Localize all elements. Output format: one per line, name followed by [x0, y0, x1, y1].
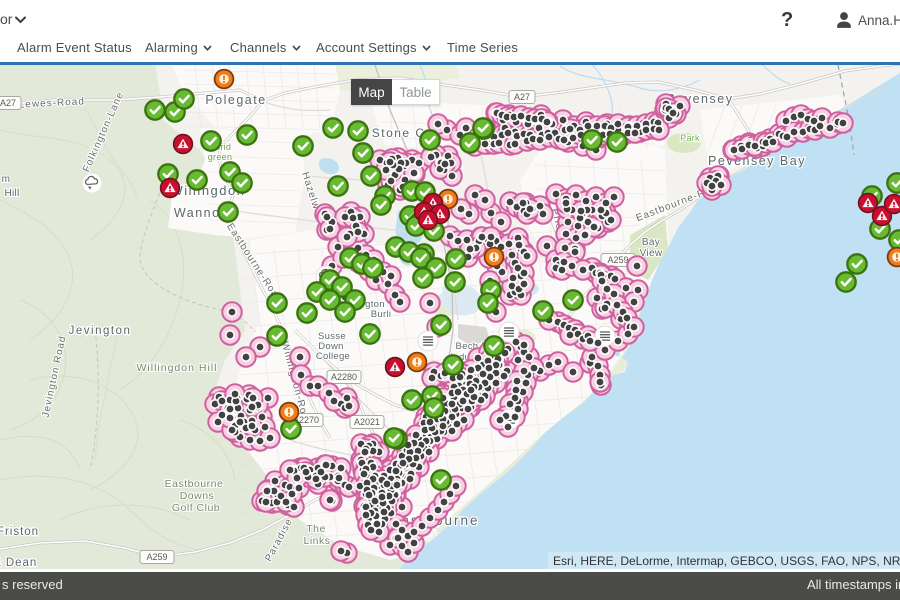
svg-text:Park: Park	[680, 133, 700, 143]
svg-text:Downs: Downs	[180, 490, 215, 502]
svg-text:m: m	[2, 174, 11, 185]
svg-text:Polegate: Polegate	[205, 93, 266, 107]
svg-text:A27: A27	[514, 92, 530, 102]
svg-text:Susse: Susse	[318, 331, 346, 342]
svg-text:College: College	[316, 351, 350, 362]
svg-text:Willingdon Hill: Willingdon Hill	[137, 362, 218, 374]
svg-text:A259: A259	[607, 255, 628, 265]
svg-text:Golf Club: Golf Club	[172, 502, 220, 514]
svg-text:Hill: Hill	[4, 188, 19, 199]
svg-text:Jevington: Jevington	[69, 325, 132, 337]
svg-text:Bay: Bay	[642, 237, 660, 248]
svg-text:Links: Links	[303, 535, 330, 547]
svg-text:A27: A27	[0, 98, 16, 108]
svg-text:Down: Down	[318, 341, 344, 352]
svg-text:Eastbourne: Eastbourne	[165, 478, 224, 490]
svg-text:A2280: A2280	[331, 372, 357, 382]
svg-text:gton: gton	[365, 299, 385, 310]
svg-text:The: The	[306, 523, 326, 535]
svg-text:Esri, HERE, DeLorme, Intermap,: Esri, HERE, DeLorme, Intermap, GEBCO, US…	[553, 554, 900, 568]
svg-text:Lewes-Road: Lewes-Road	[19, 96, 86, 110]
svg-text:green: green	[208, 152, 233, 162]
svg-text:Friston: Friston	[0, 526, 39, 538]
svg-text:A259: A259	[146, 552, 167, 562]
svg-text:Burli: Burli	[371, 309, 392, 320]
svg-text:A2021: A2021	[354, 417, 380, 427]
svg-text:View: View	[640, 248, 663, 259]
svg-text:A2270: A2270	[293, 415, 319, 425]
svg-text:st Dean: st Dean	[0, 557, 37, 569]
